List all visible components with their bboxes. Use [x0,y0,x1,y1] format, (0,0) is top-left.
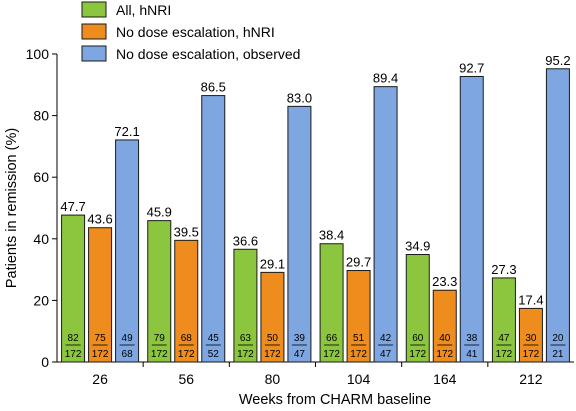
count-denominator: 172 [151,349,168,360]
count-label: 82 [68,333,80,344]
count-label: 40 [439,333,451,344]
value-label: 45.9 [147,205,172,220]
value-label: 72.1 [114,124,139,139]
legend-label: All, hNRI [116,2,171,18]
count-label: 38 [466,333,478,344]
legend-swatch [81,1,107,18]
bar [287,105,312,363]
value-label: 29.7 [346,255,371,270]
count-label: 63 [240,333,252,344]
bar [373,86,398,363]
bar [319,243,344,363]
count-denominator: 172 [65,349,82,360]
value-label: 43.6 [87,212,112,227]
count-denominator: 172 [178,349,195,360]
count-denominator: 68 [122,349,134,360]
bar [518,307,543,363]
bar [88,227,113,363]
count-label: 49 [122,333,134,344]
count-denominator: 172 [436,349,453,360]
count-label: 66 [326,333,338,344]
count-label: 75 [95,333,107,344]
legend: All, hNRI No dose escalation, hNRI No dose… [81,1,300,62]
value-label: 47.7 [60,199,85,214]
bar [405,254,430,363]
y-tick-label: 0 [41,354,49,370]
value-label: 92.7 [459,60,484,75]
bar [545,68,570,363]
value-label: 27.3 [491,262,516,277]
bar [432,289,457,363]
bar [174,239,199,363]
count-label: 30 [525,333,537,344]
count-denominator: 52 [208,349,220,360]
x-axis-title: Weeks from CHARM baseline [239,392,431,408]
bar [147,220,172,363]
value-label: 23.3 [432,274,457,289]
y-tick-label: 20 [33,292,49,308]
y-tick-label: 100 [26,46,50,62]
count-label: 42 [380,333,392,344]
count-denominator: 172 [264,349,281,360]
x-tick-label: 104 [347,371,371,387]
bar [61,214,86,363]
count-label: 51 [353,333,365,344]
value-label: 38.4 [319,228,344,243]
x-tick-label: 80 [265,371,281,387]
count-label: 47 [498,333,510,344]
count-denominator: 172 [496,349,513,360]
value-label: 29.1 [260,256,285,271]
bars: 47.7 82 172 43.6 75 172 72.1 49 68 45.9 79 172 39.5 6… [60,53,571,363]
value-label: 39.5 [174,224,199,239]
bar [201,95,226,363]
count-label: 79 [154,333,166,344]
x-tick-label: 26 [92,371,108,387]
axes: 0 20 40 60 80 100 26 56 80 104 164 212 [26,46,574,387]
bar [115,139,140,363]
legend-label: No dose escalation, observed [116,46,300,62]
count-denominator: 47 [294,349,306,360]
y-tick-label: 40 [33,231,49,247]
count-denominator: 172 [92,349,109,360]
value-label: 36.6 [233,233,258,248]
count-label: 39 [294,333,306,344]
value-label: 83.0 [287,90,312,105]
y-axis-title: Patients in remission (%) [4,128,20,288]
count-denominator: 172 [523,349,540,360]
bar [233,248,258,363]
count-denominator: 172 [237,349,254,360]
y-tick-label: 60 [33,169,49,185]
count-label: 50 [267,333,279,344]
legend-label: No dose escalation, hNRI [116,24,275,40]
value-label: 95.2 [545,53,570,68]
count-denominator: 41 [466,349,478,360]
x-tick-label: 212 [519,371,543,387]
count-label: 68 [181,333,193,344]
count-denominator: 21 [552,349,564,360]
bar [346,270,371,363]
count-denominator: 172 [323,349,340,360]
y-tick-label: 80 [33,108,49,124]
legend-swatch [81,45,107,62]
count-denominator: 172 [409,349,426,360]
legend-swatch [81,23,107,40]
x-tick-label: 164 [433,371,457,387]
bar [491,277,516,363]
value-label: 17.4 [518,292,543,307]
count-label: 60 [412,333,424,344]
value-label: 86.5 [201,80,226,95]
value-label: 89.4 [373,71,398,86]
value-label: 34.9 [405,239,430,254]
count-label: 45 [208,333,220,344]
bar [459,75,484,363]
count-denominator: 47 [380,349,392,360]
bar [260,271,285,363]
x-tick-label: 56 [178,371,194,387]
count-denominator: 172 [350,349,367,360]
count-label: 20 [552,333,564,344]
